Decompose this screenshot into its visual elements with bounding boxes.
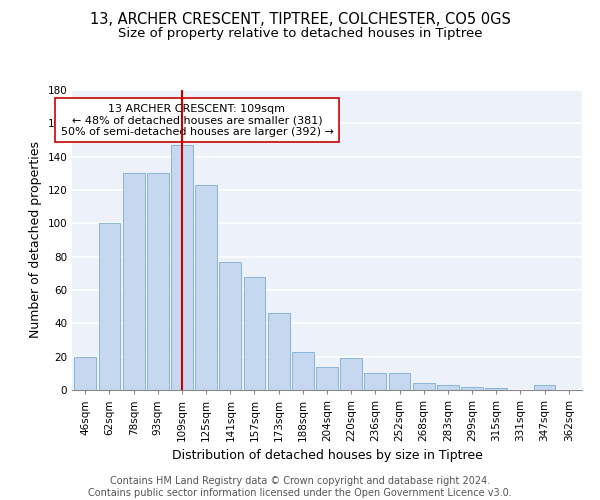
- Bar: [461, 386, 483, 390]
- Bar: [316, 366, 338, 390]
- Bar: [147, 174, 169, 390]
- Bar: [268, 314, 290, 390]
- Bar: [220, 262, 241, 390]
- Bar: [364, 374, 386, 390]
- Text: Contains HM Land Registry data © Crown copyright and database right 2024.
Contai: Contains HM Land Registry data © Crown c…: [88, 476, 512, 498]
- Bar: [485, 388, 507, 390]
- Bar: [244, 276, 265, 390]
- Bar: [437, 385, 459, 390]
- Bar: [195, 185, 217, 390]
- X-axis label: Distribution of detached houses by size in Tiptree: Distribution of detached houses by size …: [172, 450, 482, 462]
- Bar: [340, 358, 362, 390]
- Y-axis label: Number of detached properties: Number of detached properties: [29, 142, 42, 338]
- Text: 13, ARCHER CRESCENT, TIPTREE, COLCHESTER, CO5 0GS: 13, ARCHER CRESCENT, TIPTREE, COLCHESTER…: [89, 12, 511, 28]
- Bar: [292, 352, 314, 390]
- Bar: [74, 356, 96, 390]
- Text: 13 ARCHER CRESCENT: 109sqm
← 48% of detached houses are smaller (381)
50% of sem: 13 ARCHER CRESCENT: 109sqm ← 48% of deta…: [61, 104, 334, 136]
- Bar: [171, 145, 193, 390]
- Bar: [123, 174, 145, 390]
- Text: Size of property relative to detached houses in Tiptree: Size of property relative to detached ho…: [118, 28, 482, 40]
- Bar: [98, 224, 121, 390]
- Bar: [389, 374, 410, 390]
- Bar: [533, 385, 556, 390]
- Bar: [413, 384, 434, 390]
